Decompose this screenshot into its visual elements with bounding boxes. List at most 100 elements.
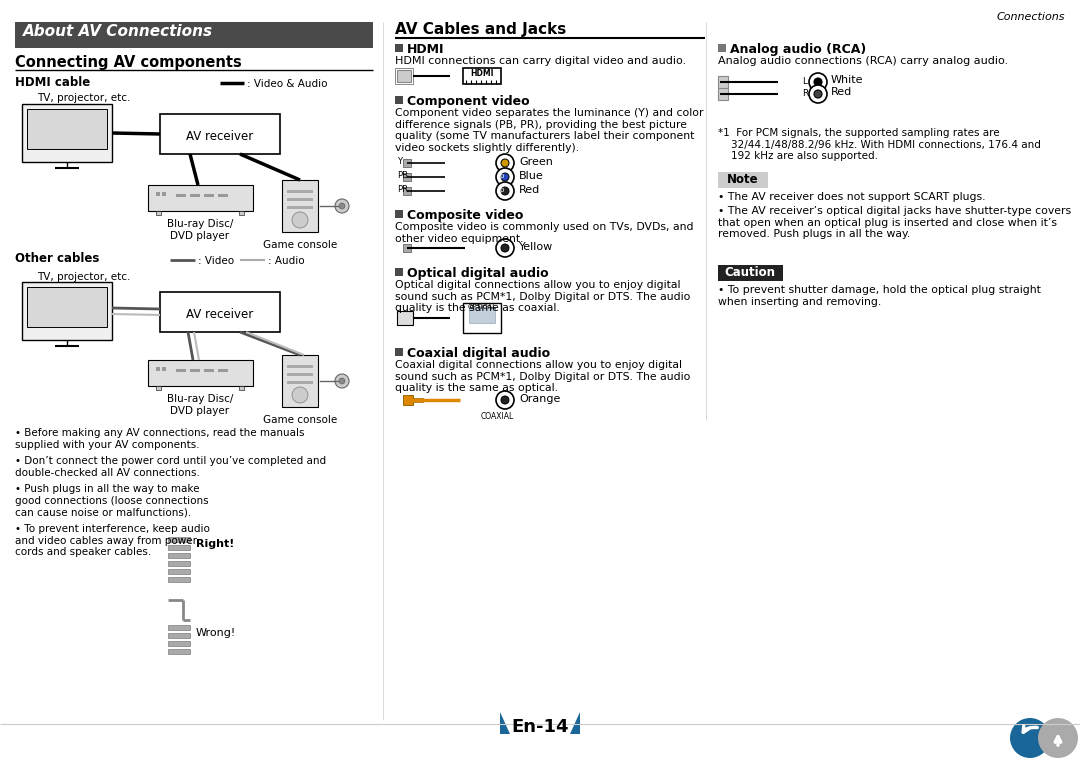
Circle shape (335, 374, 349, 388)
Text: Blu-ray Disc/
DVD player: Blu-ray Disc/ DVD player (166, 219, 233, 241)
Text: Right!: Right! (195, 539, 234, 549)
Bar (718, 265, 783, 281)
Bar (148, 360, 253, 386)
Text: • Push plugs in all the way to make
good connections (loose connections
can caus: • Push plugs in all the way to make good… (15, 484, 208, 517)
Bar (168, 561, 190, 566)
Bar (403, 173, 411, 181)
Bar (282, 355, 318, 407)
Bar (168, 545, 190, 550)
Text: • To prevent interference, keep audio
and video cables away from power
cords and: • To prevent interference, keep audio an… (15, 524, 210, 557)
Text: Yellow: Yellow (519, 242, 553, 252)
Bar (27, 287, 107, 327)
Circle shape (496, 182, 514, 200)
Bar (168, 649, 190, 654)
Text: : Video: : Video (198, 256, 234, 266)
Circle shape (339, 203, 345, 209)
Bar (27, 109, 107, 149)
Text: Wrong!: Wrong! (195, 628, 237, 638)
Bar (156, 192, 160, 196)
Text: Coaxial digital audio: Coaxial digital audio (407, 347, 550, 360)
Text: Other cables: Other cables (15, 252, 99, 265)
Circle shape (292, 387, 308, 403)
Text: Component video: Component video (407, 95, 529, 108)
Circle shape (292, 212, 308, 228)
Bar (160, 114, 280, 154)
Text: Blue: Blue (519, 171, 543, 181)
Bar (168, 641, 190, 646)
Text: *1  For PCM signals, the supported sampling rates are
    32/44.1/48/88.2/96 kHz: *1 For PCM signals, the supported sampli… (718, 128, 1041, 161)
Bar (287, 190, 313, 193)
Text: Blu-ray Disc/
DVD player: Blu-ray Disc/ DVD player (166, 394, 233, 416)
Bar (397, 311, 413, 325)
Text: • Before making any AV connections, read the manuals
supplied with your AV compo: • Before making any AV connections, read… (15, 428, 305, 449)
Bar (395, 96, 403, 104)
Text: AV receiver: AV receiver (187, 130, 254, 143)
Text: Coaxial digital connections allow you to enjoy digital
sound such as PCM*1, Dolb: Coaxial digital connections allow you to… (395, 360, 690, 393)
Bar (218, 369, 228, 372)
Text: Red: Red (519, 185, 540, 195)
Text: Game console: Game console (262, 415, 337, 425)
Bar (463, 303, 501, 333)
Text: HDMI cable: HDMI cable (15, 76, 91, 89)
Text: Game console: Game console (262, 240, 337, 250)
Bar (413, 398, 423, 402)
Bar (176, 369, 186, 372)
Bar (148, 185, 253, 211)
Text: Orange: Orange (519, 394, 561, 404)
Bar (218, 194, 228, 197)
Bar (239, 211, 244, 215)
Text: About AV Connections: About AV Connections (23, 24, 213, 39)
Text: HDMI: HDMI (470, 69, 494, 78)
Bar (395, 68, 413, 84)
Polygon shape (500, 712, 510, 734)
Circle shape (339, 378, 345, 384)
Bar (395, 44, 403, 52)
Bar (168, 569, 190, 574)
Bar (287, 373, 313, 376)
Bar (190, 194, 200, 197)
Bar (718, 88, 728, 100)
Text: PR: PR (397, 186, 408, 195)
Bar (168, 537, 190, 542)
Bar (176, 194, 186, 197)
Circle shape (814, 90, 822, 98)
Bar (156, 367, 160, 371)
Bar (403, 187, 411, 195)
Text: p: p (500, 173, 504, 179)
Text: PB: PB (397, 171, 408, 180)
Circle shape (501, 396, 509, 404)
Text: En-14: En-14 (511, 718, 569, 736)
Bar (287, 381, 313, 384)
Bar (403, 244, 411, 252)
Bar (162, 192, 166, 196)
Text: Optical digital connections allow you to enjoy digital
sound such as PCM*1, Dolb: Optical digital connections allow you to… (395, 280, 690, 313)
Bar (287, 365, 313, 368)
Bar (287, 198, 313, 201)
Circle shape (814, 78, 822, 86)
Bar (403, 395, 413, 405)
Text: • The AV receiver’s optical digital jacks have shutter-type covers
that open whe: • The AV receiver’s optical digital jack… (718, 206, 1071, 239)
Bar (168, 633, 190, 638)
Bar (204, 369, 214, 372)
Text: Component video separates the luminance (Y) and color
difference signals (PB, PR: Component video separates the luminance … (395, 108, 703, 153)
Bar (160, 292, 280, 332)
Bar (239, 386, 244, 390)
Bar (22, 282, 112, 340)
Text: White: White (831, 75, 864, 85)
Bar (718, 172, 768, 188)
Circle shape (1038, 718, 1078, 758)
Circle shape (1010, 718, 1050, 758)
Bar (204, 194, 214, 197)
Circle shape (809, 73, 827, 91)
Bar (156, 211, 161, 215)
Bar (718, 44, 726, 52)
Text: Note: Note (727, 173, 759, 186)
Bar (463, 68, 501, 84)
Text: Analog audio (RCA): Analog audio (RCA) (730, 43, 866, 56)
Text: COAXIAL: COAXIAL (481, 412, 514, 421)
Text: Y: Y (397, 157, 402, 167)
Text: : Video & Audio: : Video & Audio (247, 79, 327, 89)
Circle shape (496, 168, 514, 186)
Bar (397, 70, 411, 82)
Circle shape (496, 239, 514, 257)
